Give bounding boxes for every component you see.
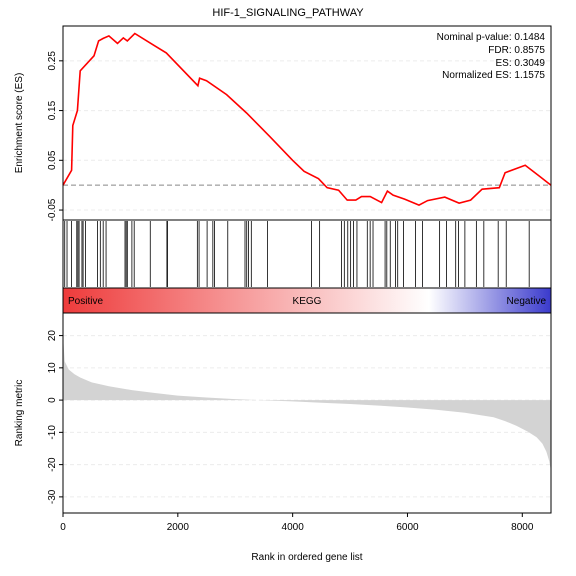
hits-frame: [62, 219, 552, 289]
es-y-tick-label: -0.05: [47, 198, 58, 221]
enrichment-panel: HIF-1_SIGNALING_PATHWAY -0.05 0.05 0.15 0.2…: [14, 7, 552, 221]
gradient-panel: Positive KEGG Negative: [62, 287, 552, 314]
stat-fdr: FDR: 0.8575: [488, 45, 545, 56]
hits-panel: [62, 219, 552, 289]
ranking-gradient-bar: [63, 288, 551, 313]
gene-hit-barcode: [64, 221, 530, 287]
rank-y-axis: 20 10 0 -10 -20 -30: [47, 330, 63, 504]
es-y-tick-label: 0.15: [47, 100, 58, 120]
rank-y-tick-label: 20: [47, 330, 58, 342]
es-grid: [63, 60, 551, 211]
stat-es: ES: 0.3049: [496, 58, 546, 69]
rank-y-tick-label: -20: [47, 457, 58, 472]
gradient-negative-label: Negative: [507, 296, 547, 307]
x-tick-label: 2000: [167, 522, 190, 533]
rank-x-axis: 0 2000 4000 6000 8000: [60, 513, 534, 533]
rank-grid: [63, 335, 551, 498]
ranking-metric-area: [63, 335, 551, 472]
es-y-axis: -0.05 0.05 0.15 0.25: [47, 51, 63, 221]
rank-plot-frame: [62, 312, 552, 514]
x-tick-label: 0: [60, 522, 66, 533]
es-y-axis-label: Enrichment score (ES): [14, 73, 25, 174]
es-series-line: [62, 32, 552, 206]
x-tick-label: 4000: [282, 522, 305, 533]
x-tick-label: 6000: [396, 522, 419, 533]
es-y-tick-label: 0.25: [47, 51, 58, 71]
x-axis-label: Rank in ordered gene list: [251, 552, 362, 563]
rank-y-axis-label: Ranking metric: [14, 380, 25, 447]
rank-y-tick-label: -30: [47, 489, 58, 504]
rank-y-tick-label: -10: [47, 425, 58, 440]
stat-nominal-pvalue: Nominal p-value: 0.1484: [437, 32, 546, 43]
stats-box: Nominal p-value: 0.1484 FDR: 0.8575 ES: …: [437, 32, 546, 81]
ranking-panel: 20 10 0 -10 -20 -30 0 2000 4000 6000 8000 Ranking…: [14, 312, 552, 563]
gradient-positive-label: Positive: [68, 296, 103, 307]
es-y-tick-label: 0.05: [47, 150, 58, 170]
gradient-center-label: KEGG: [293, 296, 322, 307]
stat-normalized-es: Normalized ES: 1.1575: [442, 70, 545, 81]
x-tick-label: 8000: [511, 522, 534, 533]
chart-title: HIF-1_SIGNALING_PATHWAY: [212, 7, 364, 19]
es-plot-frame: [62, 25, 552, 221]
rank-y-tick-label: 10: [47, 362, 58, 374]
rank-y-tick-label: 0: [47, 397, 58, 403]
